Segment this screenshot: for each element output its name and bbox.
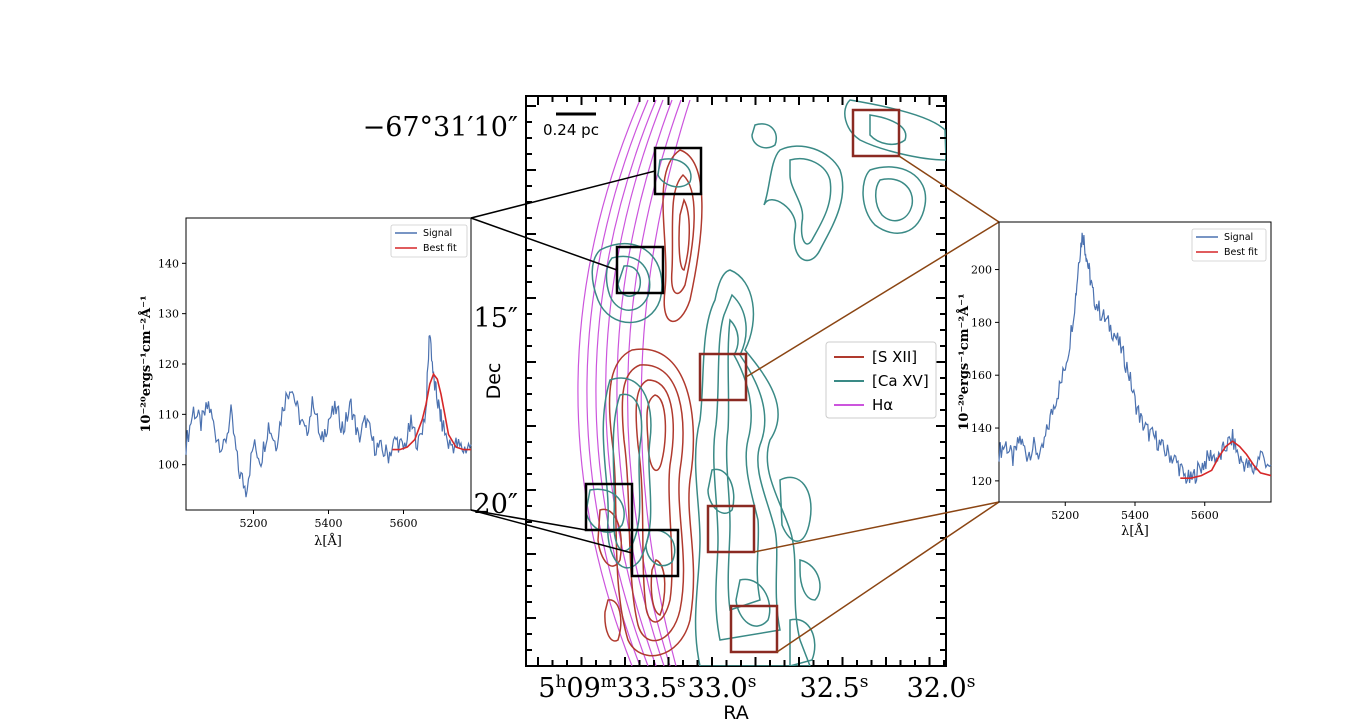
region-box-brown-3 [706, 504, 756, 554]
ra-tick-2-main: 33.0 [688, 673, 748, 704]
ra-tick-label-3: 32.5s [800, 672, 869, 704]
spectrum-left-y-tick-label: 140 [158, 257, 179, 270]
scale-bar-label: 0.24 pc [543, 121, 599, 139]
spectrum-left-panel: 5200 5400 5600 100 110 120 130 140 Signal Best … [138, 217, 472, 549]
ra-tick-1-m-sup: m [601, 672, 617, 692]
ra-tick-4-main: 32.0 [907, 673, 967, 704]
spectrum-left-x-tick-label: 5600 [390, 517, 418, 530]
contour-map-panel: 0.24 pc [S XII] [Ca XV] Hα −67°31′10″ 15… [363, 95, 976, 724]
ra-tick-1-h: 5 [538, 673, 555, 704]
legend-frame [825, 341, 937, 419]
ra-tick-label-1: 5h09m33.5s [538, 672, 685, 704]
connector-brown-4 [776, 501, 1000, 653]
connector-brown-2 [745, 221, 1000, 378]
halpha-contours [577, 99, 691, 666]
connector-black-4 [470, 509, 633, 554]
ra-tick-3-sup: s [860, 672, 869, 692]
spectrum-left-series-signal [185, 334, 472, 498]
spectrum-right-series-best-fit [1180, 440, 1272, 479]
dec-tick-label-3: 20″ [474, 489, 518, 520]
spectrum-left-series [185, 334, 472, 498]
spectrum-right-ticks: 5200 5400 5600 120 140 160 180 200 [971, 264, 1219, 522]
ra-tick-1-m: 09 [566, 673, 600, 704]
region-box-brown-4 [729, 604, 779, 654]
connector-brown-3 [753, 501, 1000, 553]
spectrum-left-legend-signal: Signal [423, 228, 452, 239]
spectrum-left-y-tick-label: 110 [158, 408, 179, 421]
spectrum-left-ticks: 5200 5400 5600 100 110 120 130 140 [158, 257, 418, 530]
spectrum-right-x-label: λ[Å] [1121, 523, 1149, 539]
connector-black-1 [470, 170, 656, 219]
spectrum-left-y-tick-label: 130 [158, 308, 179, 321]
brown-region-boxes [698, 108, 901, 654]
spectrum-left-x-tick-label: 5200 [240, 517, 268, 530]
spectrum-left-x-label: λ[Å] [314, 533, 342, 549]
legend-label-halpha: Hα [872, 396, 893, 414]
map-x-axis-label: RA [723, 702, 748, 724]
ra-tick-2-sup: s [748, 672, 757, 692]
s12-contours [597, 149, 703, 657]
dec-tick-label-1: −67°31′10″ [363, 112, 518, 143]
ra-tick-label-2: 33.0s [688, 672, 757, 704]
spectrum-left-y-tick-label: 120 [158, 358, 179, 371]
ra-tick-1-h-sup: h [555, 672, 566, 692]
spectrum-left-legend-fit: Best fit [423, 243, 457, 254]
spectrum-left-x-tick-label: 5400 [315, 517, 343, 530]
spectrum-right-y-label: 10⁻²⁰ergs⁻¹cm⁻²Å⁻¹ [956, 293, 972, 430]
spectrum-right-y-tick-label: 120 [971, 475, 992, 488]
spectrum-left-y-label: 10⁻²⁰ergs⁻¹cm⁻²Å⁻¹ [138, 295, 154, 432]
spectrum-left-frame [185, 217, 472, 511]
connector-brown-1 [898, 155, 1000, 223]
spectrum-left-y-tick-label: 100 [158, 459, 179, 472]
connector-lines [470, 155, 1000, 653]
spectrum-right-y-tick-label: 160 [971, 369, 992, 382]
spectrum-left-legend: Signal Best fit [390, 224, 468, 258]
ra-tick-1-s: 33.5 [617, 673, 677, 704]
spectrum-right-x-tick-label: 5400 [1121, 509, 1149, 522]
spectrum-right-x-tick-label: 5200 [1051, 509, 1079, 522]
spectrum-right-legend-signal: Signal [1224, 232, 1253, 243]
spectrum-right-y-tick-label: 200 [971, 264, 992, 277]
region-box-black-3 [584, 482, 634, 532]
region-box-brown-1 [851, 108, 901, 158]
spectrum-right-legend-fit: Best fit [1224, 247, 1258, 258]
spectrum-right-series [998, 232, 1272, 484]
spectrum-right-panel: 5200 5400 5600 120 140 160 180 200 Signal Best … [956, 221, 1272, 539]
spectrum-right-y-tick-label: 180 [971, 316, 992, 329]
legend-label-ca15: [Ca XV] [872, 372, 929, 390]
spectrum-right-frame [998, 221, 1272, 503]
map-y-axis-label: Dec [483, 363, 505, 400]
spectrum-left-series-best-fit [392, 372, 471, 451]
map-legend: [S XII] [Ca XV] Hα [825, 341, 937, 419]
connector-black-2 [470, 217, 618, 271]
legend-label-s12: [S XII] [872, 348, 917, 366]
ra-tick-label-4: 32.0s [907, 672, 976, 704]
connector-black-3 [470, 509, 587, 531]
ra-tick-3-main: 32.5 [800, 673, 860, 704]
spectrum-right-x-tick-label: 5600 [1191, 509, 1219, 522]
dec-tick-label-2: 15″ [474, 303, 518, 334]
ra-tick-1-s-sup: s [677, 672, 686, 692]
spectrum-right-legend: Signal Best fit [1191, 228, 1267, 262]
spectrum-right-y-tick-label: 140 [971, 422, 992, 435]
ra-tick-4-sup: s [967, 672, 976, 692]
map-ticks [526, 96, 946, 666]
